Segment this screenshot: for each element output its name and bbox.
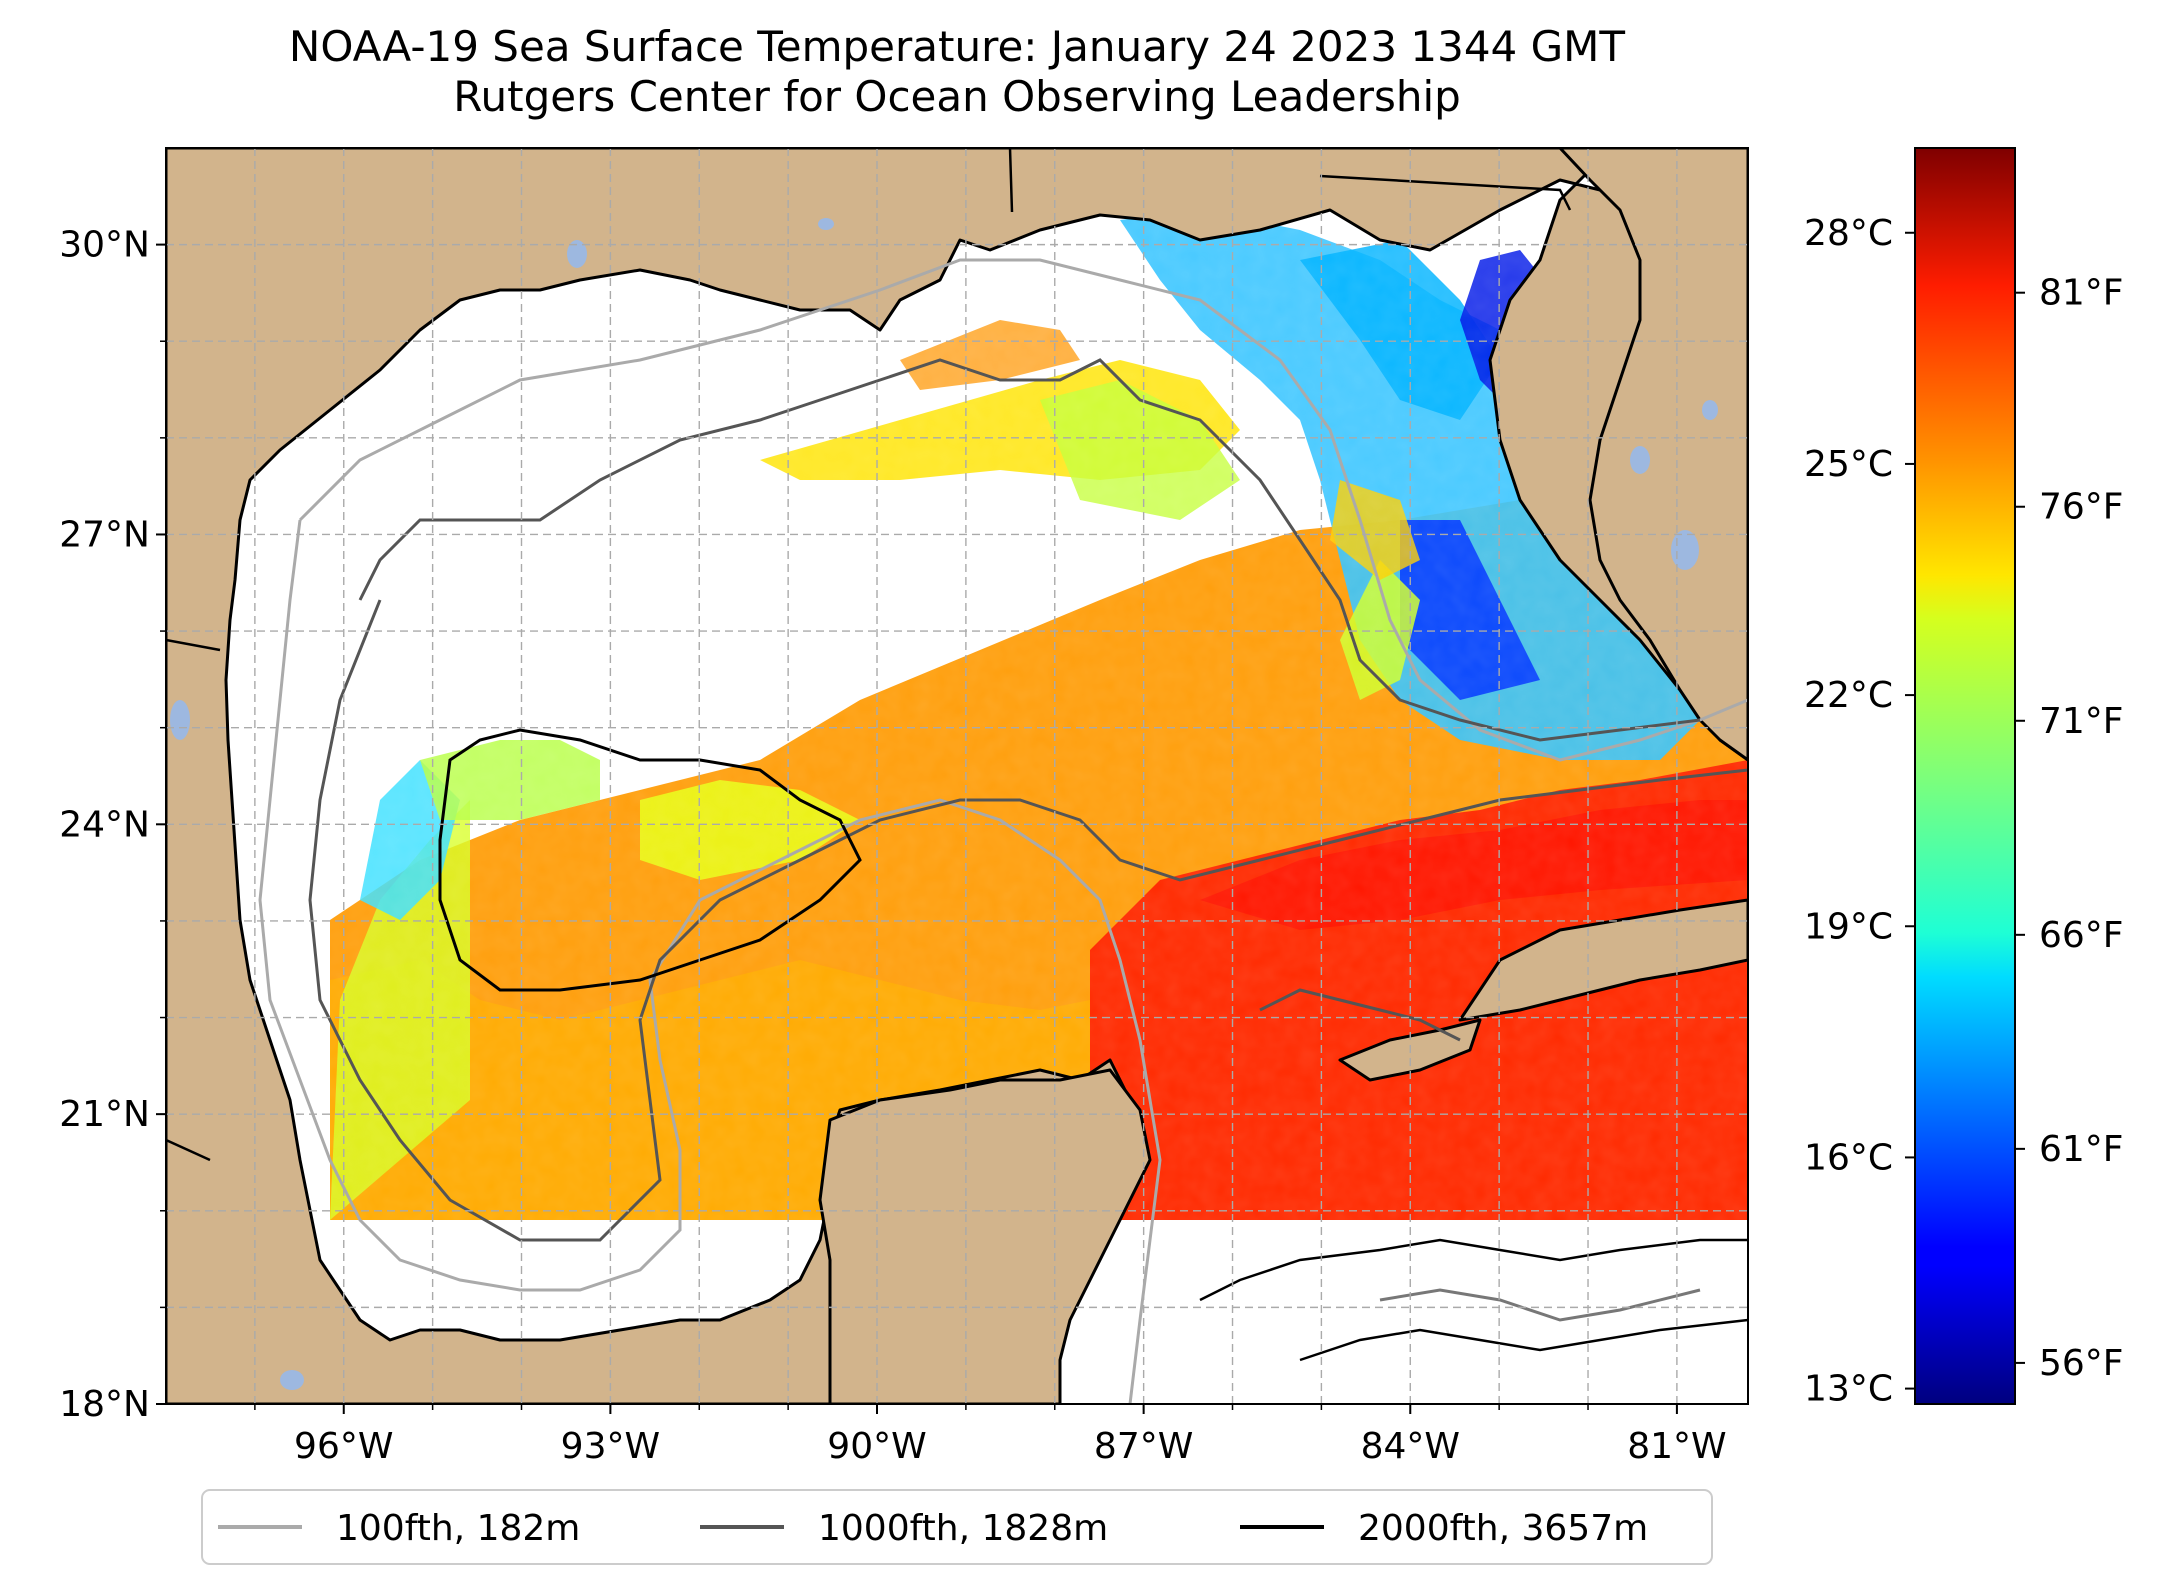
lon-tick-label: 90°W [827, 1426, 926, 1467]
borders-layer [166, 148, 1572, 1162]
map-title-line-1: NOAA-19 Sea Surface Temperature: January… [288, 22, 1626, 71]
lakes-layer [170, 218, 1718, 1390]
longitude-axis: 96°W 93°W 90°W 87°W 84°W 81°W [254, 1404, 1727, 1467]
legend-item-label: 100fth, 182m [336, 1508, 580, 1549]
lon-tick-label: 87°W [1094, 1426, 1193, 1467]
bathymetry-contours [258, 258, 1748, 1404]
celsius-tick-label: 22°C [1804, 675, 1893, 716]
legend-item-label: 2000fth, 3657m [1358, 1508, 1648, 1549]
map-area [166, 148, 1748, 1404]
fahrenheit-tick-label: 76°F [2039, 487, 2124, 528]
colorbar [1914, 147, 2016, 1405]
lat-tick-label: 18°N [59, 1384, 150, 1425]
lat-tick-label: 21°N [59, 1094, 150, 1135]
celsius-tick-label: 28°C [1804, 213, 1893, 254]
lat-tick-label: 30°N [59, 225, 150, 266]
celsius-tick-label: 19°C [1804, 906, 1893, 947]
map-frame [165, 147, 1749, 1405]
fahrenheit-tick-label: 81°F [2039, 273, 2124, 314]
fahrenheit-tick-label: 71°F [2039, 701, 2124, 742]
colorbar-celsius-axis: 28°C 25°C 22°C 19°C 16°C 13°C [1804, 213, 1915, 1410]
legend-item-label: 1000fth, 1828m [818, 1508, 1108, 1549]
lon-tick-label: 96°W [294, 1426, 393, 1467]
colorbar-fahrenheit-axis: 81°F 76°F 71°F 66°F 61°F 56°F [2015, 273, 2124, 1384]
celsius-tick-label: 16°C [1804, 1137, 1893, 1178]
fahrenheit-tick-label: 61°F [2039, 1129, 2124, 1170]
gridlines [166, 148, 1748, 1404]
fahrenheit-tick-label: 66°F [2039, 915, 2124, 956]
celsius-tick-label: 13°C [1804, 1369, 1893, 1410]
map-title-line-2: Rutgers Center for Ocean Observing Leade… [453, 72, 1461, 121]
lon-tick-label: 84°W [1361, 1426, 1460, 1467]
latitude-axis: 30°N 27°N 24°N 21°N 18°N [59, 225, 166, 1425]
lon-tick-label: 93°W [561, 1426, 660, 1467]
legend-box [201, 1489, 1713, 1565]
bathymetry-legend: 100fth, 182m 1000fth, 1828m 2000fth, 3657m [201, 1489, 1713, 1565]
celsius-tick-label: 25°C [1804, 444, 1893, 485]
fahrenheit-tick-label: 56°F [2039, 1343, 2124, 1384]
sst-data-layer [330, 148, 1748, 1220]
lat-tick-label: 24°N [59, 804, 150, 845]
lon-tick-label: 81°W [1627, 1426, 1726, 1467]
lat-tick-label: 27°N [59, 514, 150, 555]
